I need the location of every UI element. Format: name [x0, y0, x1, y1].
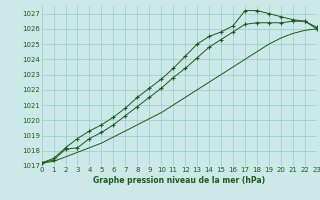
X-axis label: Graphe pression niveau de la mer (hPa): Graphe pression niveau de la mer (hPa) — [93, 176, 265, 185]
